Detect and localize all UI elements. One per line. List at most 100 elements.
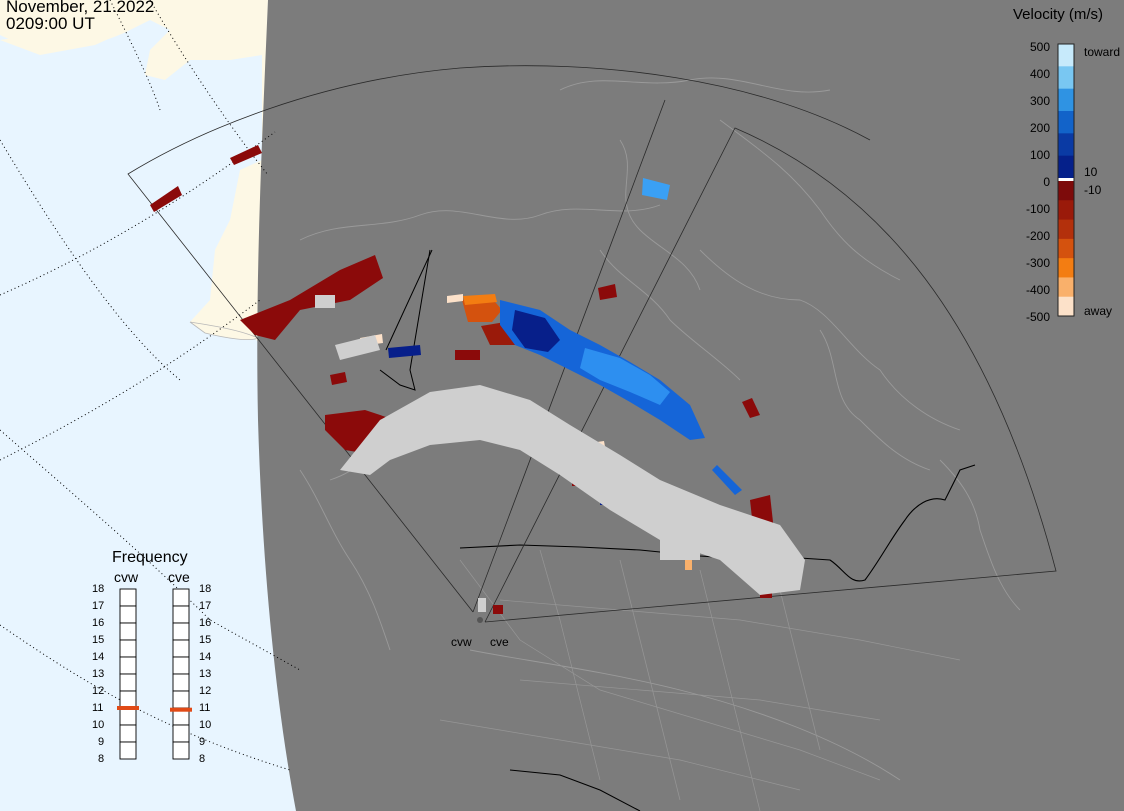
us-mexico-border xyxy=(509,769,641,811)
sunlit-land xyxy=(0,0,268,345)
frequency-level-label: 14 xyxy=(92,651,105,663)
colorbar-tick: 400 xyxy=(1029,67,1050,81)
frequency-cell-cvw xyxy=(119,656,137,675)
frequency-level-label: 17 xyxy=(92,600,105,612)
ground-scatter-patch xyxy=(315,295,335,308)
colorbar-tick: 100 xyxy=(1029,148,1050,162)
colorbar-tick: -200 xyxy=(1025,229,1050,243)
frequency-cell-cvw xyxy=(119,673,137,692)
colorbar-toward-segment xyxy=(1058,66,1074,90)
sunlit-coast-north xyxy=(0,0,262,80)
frequency-level-label: 12 xyxy=(199,685,212,697)
frequency-level-label: 18 xyxy=(92,583,105,595)
admin-border-4 xyxy=(779,589,821,751)
coastline-5 xyxy=(939,459,1021,611)
colorbar-tick: -500 xyxy=(1025,310,1050,324)
colorbar-toward-segment xyxy=(1058,111,1074,134)
frequency-level-label: 10 xyxy=(92,719,105,731)
admin-border-0 xyxy=(459,559,881,781)
colorbar-away-segment xyxy=(1058,277,1074,298)
velocity-colorbar xyxy=(1057,43,1075,317)
us-canada-border xyxy=(459,464,976,582)
admin-border-5 xyxy=(499,599,961,661)
radar-site-marker xyxy=(477,617,483,623)
site-label-cvw: cvw xyxy=(451,635,472,649)
night-side-region xyxy=(257,0,1124,811)
frequency-cell-cvw xyxy=(119,639,137,658)
frequency-level-label: 10 xyxy=(199,719,212,731)
colorbar-tick: -100 xyxy=(1025,202,1050,216)
velocity-cell xyxy=(742,398,760,418)
colorbar-title: Velocity (m/s) xyxy=(1013,6,1104,23)
frequency-level-label: 15 xyxy=(92,634,105,646)
date-label: November, 21.2022 xyxy=(6,0,155,16)
frequency-level-label: 9 xyxy=(98,736,105,748)
admin-border-7 xyxy=(439,719,801,791)
frequency-cell-cve xyxy=(172,588,190,607)
frequency-cell-cve xyxy=(172,639,190,658)
frequency-cell-cvw xyxy=(119,588,137,607)
frequency-cell-cvw xyxy=(119,741,137,760)
colorbar-tick: -300 xyxy=(1025,256,1050,270)
fov-cvw-outline xyxy=(127,65,871,613)
admin-border-2 xyxy=(619,559,681,801)
frequency-cell-cve xyxy=(172,741,190,760)
admin-border-1 xyxy=(539,549,601,781)
site-label-cve: cve xyxy=(490,635,509,649)
colorbar-label-toward: toward xyxy=(1084,45,1121,59)
velocity-cell xyxy=(330,372,347,385)
colorbar-label-away: away xyxy=(1084,304,1113,318)
frequency-level-label: 15 xyxy=(199,634,212,646)
ground-scatter-patch xyxy=(478,598,486,612)
frequency-cell-cve xyxy=(172,690,190,709)
colorbar-tick: 500 xyxy=(1029,40,1050,54)
frequency-cell-cve xyxy=(172,605,190,624)
velocity-cell xyxy=(230,145,262,165)
velocity-cell-lightblue xyxy=(642,178,670,200)
frequency-panel-graphics xyxy=(117,588,192,760)
frequency-cell-cvw xyxy=(119,605,137,624)
ground-scatter-cells xyxy=(315,295,805,612)
frequency-marker-cve xyxy=(170,707,192,712)
coastline-0 xyxy=(299,204,661,241)
colorbar-label-plus10: 10 xyxy=(1084,165,1098,179)
coastline-6 xyxy=(469,649,901,781)
colorbar-toward-segment xyxy=(1058,88,1074,112)
colorbar-tick: 200 xyxy=(1029,121,1050,135)
coastline-2 xyxy=(699,249,961,431)
colorbar-toward-segment xyxy=(1058,155,1074,179)
colorbar-zero-band xyxy=(1058,178,1074,181)
colorbar-tick: 0 xyxy=(1043,175,1050,189)
frequency-cell-cvw xyxy=(119,690,137,709)
latitude-arc-1 xyxy=(0,139,181,381)
frequency-level-label: 17 xyxy=(199,600,212,612)
velocity-arc-lightblue xyxy=(580,348,670,405)
coastline-7 xyxy=(299,469,391,651)
frequency-cell-cve xyxy=(172,656,190,675)
colorbar-away-segment xyxy=(1058,238,1074,259)
colorbar-tick: 300 xyxy=(1029,94,1050,108)
latitude-arc-4 xyxy=(149,0,269,176)
frequency-radar-cvw: cvw xyxy=(114,569,139,585)
velocity-cell-light xyxy=(447,294,463,303)
ground-scatter-patch xyxy=(595,470,620,495)
frequency-level-label: 18 xyxy=(199,583,212,595)
frequency-level-label: 8 xyxy=(98,753,105,765)
fov-cve-outline xyxy=(484,127,1057,623)
coastline-8 xyxy=(719,119,901,281)
velocity-cell xyxy=(150,186,182,212)
coastline-9 xyxy=(619,139,701,291)
admin-border-3 xyxy=(699,569,761,811)
colorbar-away-segment xyxy=(1058,200,1074,221)
time-label: 0209:00 UT xyxy=(6,14,95,33)
frequency-cell-cve xyxy=(172,724,190,743)
frequency-level-label: 9 xyxy=(199,736,206,748)
colorbar-label-minus10: -10 xyxy=(1084,183,1102,197)
ground-scatter-patch xyxy=(335,335,380,360)
velocity-cluster-alaska xyxy=(240,255,383,340)
velocity-cell-blue xyxy=(712,465,742,495)
colorbar-away-segment xyxy=(1058,219,1074,240)
